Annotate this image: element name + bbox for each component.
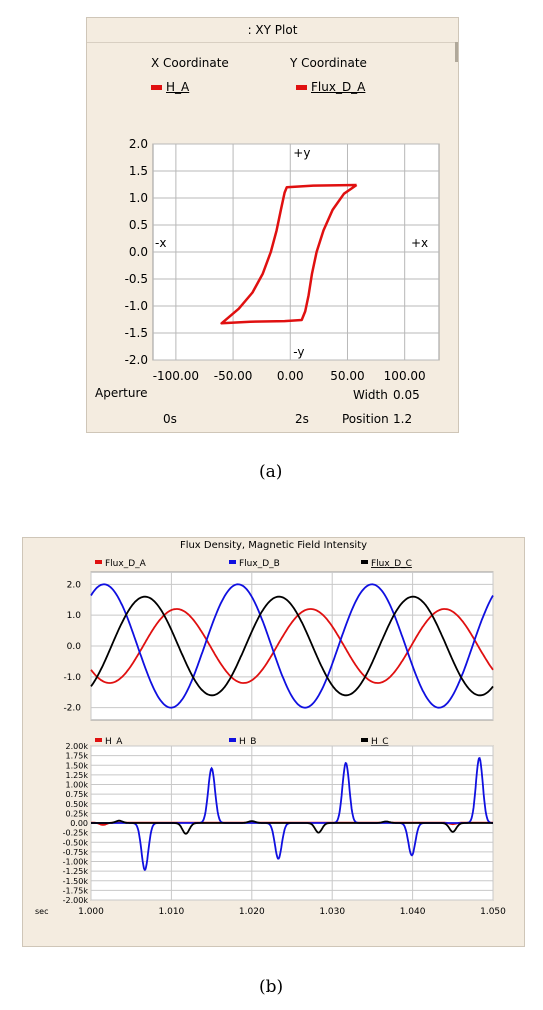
y-tick-label: -1.0 [125,299,148,313]
h-y-tick-label: -0.25k [63,829,89,838]
legend-label-h_b: H_B [239,737,256,747]
y-tick-label: 0.0 [129,245,148,259]
y-signal-name: Flux_D_A [311,80,366,94]
y-tick-label: -1.5 [125,326,148,340]
x-signal-name: H_A [166,80,190,94]
h-y-tick-label: 1.25k [66,771,89,780]
x-tick-label: 0.00 [277,369,304,383]
flux-y-tick-label: 0.0 [67,642,82,652]
width-value[interactable]: 0.05 [393,388,420,402]
plus-x-label: +x [411,236,428,250]
x-tick-label: 100.00 [384,369,426,383]
xy-plot-panel: : XY Plot X Coordinate Y Coordinate H_A … [86,17,459,433]
h-x-tick-label: 1.010 [159,907,185,917]
position-value[interactable]: 1.2 [393,412,413,426]
time-start: 0s [163,412,177,426]
minus-y-label: -y [293,345,304,359]
y-tick-label: -0.5 [125,272,148,286]
caption-b: (b) [259,977,284,997]
h-y-tick-label: 1.50k [66,761,89,770]
h-y-tick-label: -1.50k [63,877,89,886]
legend-label-flux_d_a: Flux_D_A [105,559,147,569]
red-swatch-icon [151,85,162,90]
h-y-tick-label: -0.75k [63,848,89,857]
xy-chart: -2.0 -1.5 -1.0 -0.5 0.0 0.5 1.0 1.5 2.0 -100.00 -5… [125,137,440,383]
h-x-tick-label: 1.000 [78,907,104,917]
y-tick-label: 0.5 [129,218,148,232]
y-signal-legend[interactable]: Flux_D_A [296,80,365,94]
series-line-h_c [91,819,493,835]
legend-swatch-h_a [95,738,102,742]
x-tick-label: -50.00 [214,369,253,383]
y-tick-label: -2.0 [125,353,148,367]
time-plot-title: Flux Density, Magnetic Field Intensity [179,540,368,551]
legend-swatch-flux_d_c [361,560,368,564]
h-x-tick-label: 1.050 [480,907,506,917]
position-label: Position [342,412,389,426]
legend-label-flux_d_c: Flux_D_C [371,559,412,569]
legend-swatch-flux_d_b [229,560,236,564]
legend-label-h_a: H_A [105,737,123,747]
y-tick-label: 2.0 [129,137,148,151]
x-unit-label: sec [35,907,49,916]
h-x-tick-label: 1.020 [239,907,265,917]
red-swatch-icon [296,85,307,90]
legend-label-flux_d_b: Flux_D_B [239,559,280,569]
h-x-tick-label: 1.030 [319,907,345,917]
width-label: Width [353,388,388,402]
flux-y-tick-label: 2.0 [67,580,82,590]
x-signal-legend[interactable]: H_A [151,80,189,94]
series-line-flux_d_c [90,595,494,697]
h-y-tick-label: 0.50k [66,800,89,809]
aperture-label: Aperture [95,386,148,400]
h-y-tick-label: 0.75k [66,790,89,799]
x-coordinate-header: X Coordinate [151,56,229,70]
time-plot-panel: Flux Density, Magnetic Field Intensity F… [22,537,525,947]
plus-y-label: +y [293,146,310,160]
series-line-flux_d_b [90,583,494,709]
flux-y-tick-label: -1.0 [63,673,81,683]
h-y-tick-label: 1.75k [66,752,89,761]
series-line-flux_d_a [90,608,494,684]
hysteresis-loop-line [220,183,358,325]
legend-swatch-h_b [229,738,236,742]
minus-x-label: -x [155,236,166,250]
h-y-tick-label: 2.00k [66,742,89,751]
flux-y-tick-label: 1.0 [67,611,82,621]
xy-plot-title: : XY Plot [87,18,458,43]
y-coordinate-header: Y Coordinate [290,56,367,70]
h-x-tick-label: 1.040 [400,907,426,917]
h-y-tick-label: -1.75k [63,886,89,895]
h-y-tick-label: -1.00k [63,858,89,867]
h-y-tick-label: 1.00k [66,781,89,790]
h-y-tick-label: -0.50k [63,838,89,847]
x-tick-label: 50.00 [330,369,364,383]
panel-scroll-marker [455,42,458,62]
caption-a: (a) [259,462,283,482]
y-tick-label: 1.0 [129,191,148,205]
legend-swatch-flux_d_a [95,560,102,564]
flux-y-tick-label: -2.0 [63,704,81,714]
h-y-tick-label: -2.00k [63,896,89,905]
legend-label-h_c: H_C [371,737,389,747]
x-tick-label: -100.00 [153,369,199,383]
time-end: 2s [295,412,309,426]
time-charts: Flux_D_A Flux_D_B Flux_D_C -2.0 -1.0 0.0 1.0 2.… [35,559,506,917]
h-y-tick-label: 0.00 [70,819,88,828]
legend-swatch-h_c [361,738,368,742]
h-y-tick-label: -1.25k [63,867,89,876]
y-tick-label: 1.5 [129,164,148,178]
h-y-tick-label: 0.25k [66,809,89,818]
